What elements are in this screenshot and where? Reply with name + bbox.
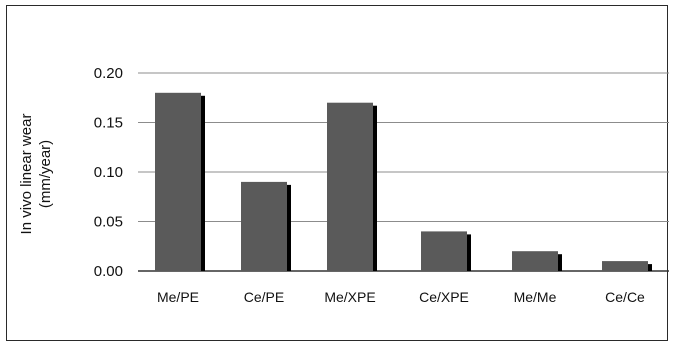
x-category-label: Ce/Ce	[605, 289, 645, 305]
y-tick-label: 0.20	[94, 65, 123, 82]
x-category-label: Me/XPE	[324, 289, 375, 305]
y-tick-label: 0.00	[94, 263, 123, 280]
bar	[155, 92, 201, 271]
x-category-label: Ce/PE	[244, 289, 284, 305]
bar-chart: 0.00 0.05 0.10 0.15 0.20 Me/PE Ce/PE Me/XPE Ce/…	[18, 65, 669, 305]
bars	[155, 92, 652, 271]
y-tick-label: 0.05	[94, 214, 123, 231]
y-axis-title-line-1: In vivo linear wear	[18, 114, 35, 235]
gridlines	[138, 72, 669, 272]
bar	[241, 181, 287, 271]
bar	[512, 251, 558, 271]
y-tick-label: 0.15	[94, 115, 123, 132]
x-category-label: Me/PE	[157, 289, 199, 305]
y-tick-labels: 0.00 0.05 0.10 0.15 0.20	[94, 65, 123, 280]
x-category-labels: Me/PE Ce/PE Me/XPE Ce/XPE Me/Me Ce/Ce	[157, 289, 645, 305]
bar	[327, 102, 373, 271]
bar	[421, 231, 467, 271]
y-axis-title-line-2: (mm/year)	[37, 140, 54, 208]
chart-frame: 0.00 0.05 0.10 0.15 0.20 Me/PE Ce/PE Me/XPE Ce/…	[6, 5, 669, 341]
y-tick-label: 0.10	[94, 164, 123, 181]
x-category-label: Me/Me	[514, 289, 557, 305]
x-category-label: Ce/XPE	[419, 289, 469, 305]
bar	[602, 261, 648, 271]
